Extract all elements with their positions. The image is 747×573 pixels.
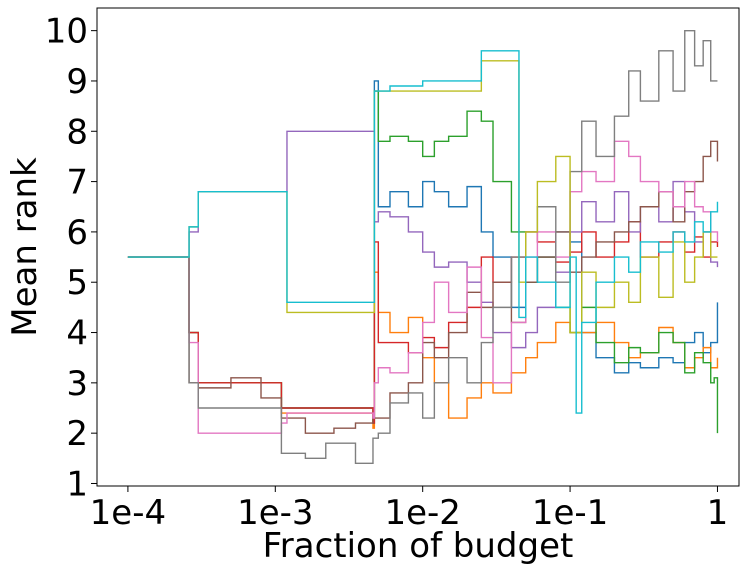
y-tick-label: 6 bbox=[66, 213, 88, 253]
series-line-7 bbox=[127, 140, 719, 434]
y-tick-label: 7 bbox=[66, 163, 88, 203]
y-tick-label: 10 bbox=[45, 12, 88, 52]
y-tick-label: 1 bbox=[66, 464, 88, 504]
y-axis-label: Mean rank bbox=[5, 157, 45, 337]
series-line-8 bbox=[127, 29, 718, 465]
x-tick-label: 1e-2 bbox=[384, 493, 460, 533]
x-tick-label: 1 bbox=[707, 493, 729, 533]
series-layer bbox=[127, 29, 719, 465]
x-axis-label: Fraction of budget bbox=[263, 526, 574, 566]
x-tick-label: 1e-4 bbox=[90, 493, 166, 533]
y-tick-label: 8 bbox=[66, 112, 88, 152]
plot-frame bbox=[96, 7, 740, 487]
series-line-10 bbox=[127, 50, 719, 414]
x-tick-label: 1e-3 bbox=[237, 493, 313, 533]
series-line-9 bbox=[127, 60, 718, 334]
y-tick-label: 2 bbox=[66, 414, 88, 454]
y-tick-label: 4 bbox=[66, 314, 88, 354]
y-axis: 1 2 3 4 5 6 7 8 9 10 bbox=[45, 12, 97, 504]
y-tick-label: 9 bbox=[66, 62, 88, 102]
x-tick-label: 1e-1 bbox=[532, 493, 608, 533]
y-tick-label: 5 bbox=[66, 263, 88, 303]
x-axis: 1e-4 1e-3 1e-2 1e-1 1 bbox=[90, 486, 729, 533]
y-tick-label: 3 bbox=[66, 364, 88, 404]
